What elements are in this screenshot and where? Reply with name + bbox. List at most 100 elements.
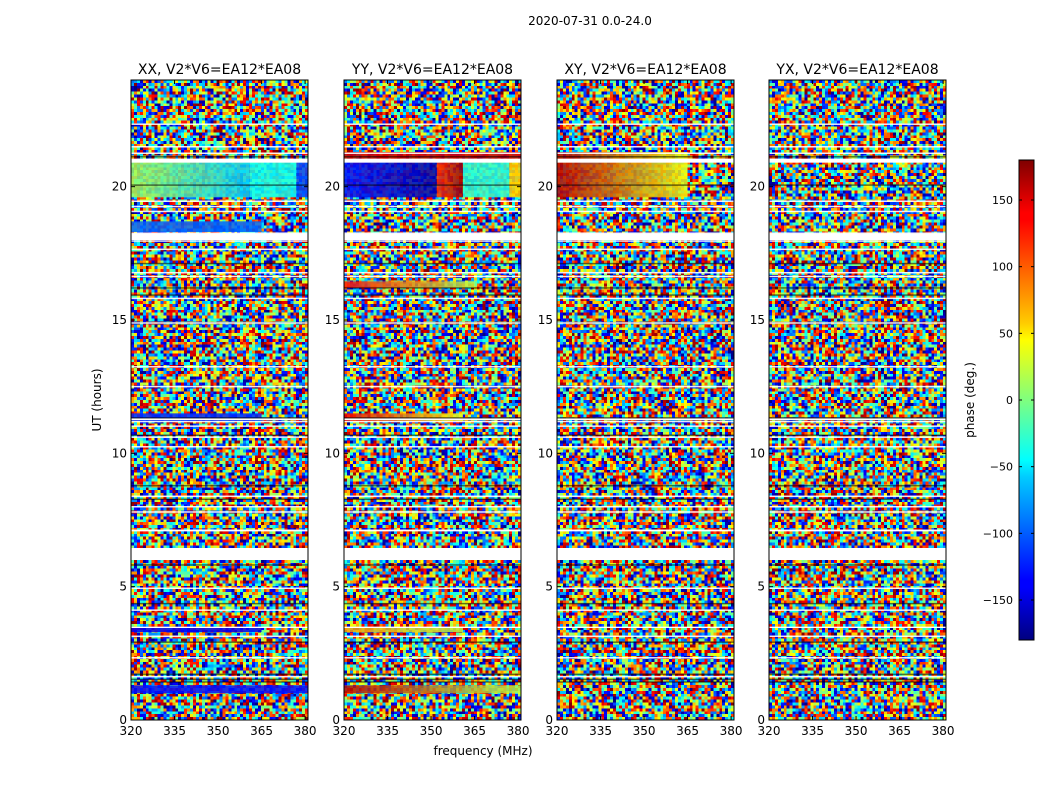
flagged-gap: [344, 418, 521, 420]
scan-boundary-line: [557, 248, 734, 251]
scan-boundary-line: [769, 587, 946, 590]
panel-title: XX, V2*V6=EA12*EA08: [138, 62, 301, 78]
scan-boundary-line: [557, 434, 734, 436]
scan-boundary-line: [557, 495, 734, 498]
flagged-gap: [344, 548, 521, 560]
scan-boundary-line: [344, 529, 521, 532]
scan-boundary-line: [769, 529, 946, 532]
x-tick-label: 335: [801, 724, 824, 738]
x-tick-label: 320: [333, 724, 356, 738]
flagged-gap: [344, 158, 521, 163]
flagged-gap: [131, 233, 308, 240]
scan-boundary-line: [557, 297, 734, 300]
y-tick-label: 0: [757, 713, 765, 727]
scan-boundary-line: [131, 446, 308, 448]
scan-boundary-line: [131, 609, 308, 611]
flagged-gap: [131, 626, 308, 628]
scan-boundary-line: [344, 635, 521, 638]
scan-boundary-line: [557, 436, 734, 438]
scan-boundary-line: [557, 275, 734, 278]
scan-boundary-line: [131, 322, 308, 324]
scan-boundary-line: [557, 123, 734, 125]
flagged-gap: [344, 233, 521, 240]
scan-boundary-line: [344, 609, 521, 611]
flagged-gap: [557, 548, 734, 560]
scan-boundary-line: [344, 495, 521, 498]
scan-boundary-line: [344, 587, 521, 590]
scan-boundary-line: [131, 385, 308, 388]
scan-boundary-line: [344, 434, 521, 436]
scan-boundary-line: [769, 146, 946, 148]
y-axis-label: UT (hours): [90, 368, 104, 431]
y-tick-label: 10: [750, 446, 765, 460]
scan-boundary-line: [131, 587, 308, 590]
coherent-phase-band: [344, 281, 475, 288]
scan-boundary-line: [344, 436, 521, 438]
y-tick-label: 0: [332, 713, 340, 727]
scan-boundary-line: [557, 529, 734, 532]
colorbar-tick-label: 100: [992, 261, 1013, 274]
scan-boundary-line: [557, 498, 734, 501]
y-tick-label: 5: [757, 580, 765, 594]
flagged-gap: [769, 626, 946, 628]
x-tick-label: 320: [120, 724, 143, 738]
scan-boundary-line: [769, 152, 946, 155]
scan-boundary-line: [769, 564, 946, 566]
panel-title: YY, V2*V6=EA12*EA08: [351, 62, 513, 78]
scan-boundary-line: [131, 681, 308, 683]
scan-boundary-line: [344, 446, 521, 448]
coherent-phase-band: [296, 160, 308, 198]
scan-boundary-line: [344, 417, 521, 419]
colorbar-label: phase (deg.): [963, 362, 977, 438]
scan-boundary-line: [131, 232, 308, 234]
y-tick-label: 15: [538, 313, 553, 327]
x-tick-label: 365: [888, 724, 911, 738]
scan-boundary-line: [769, 552, 946, 554]
x-tick-label: 380: [720, 724, 743, 738]
y-tick-label: 10: [112, 446, 127, 460]
x-tick-label: 350: [633, 724, 656, 738]
scan-boundary-line: [131, 271, 308, 274]
coherent-phase-band: [249, 160, 297, 198]
scan-boundary-line: [344, 511, 521, 513]
scan-boundary-line: [769, 434, 946, 436]
scan-boundary-line: [131, 297, 308, 300]
flagged-gap: [131, 418, 308, 420]
coherent-phase-band: [131, 160, 250, 198]
scan-boundary-line: [769, 505, 946, 508]
scan-boundary-line: [131, 657, 308, 659]
scan-boundary-line: [769, 641, 946, 643]
colorbar-tick-label: −150: [983, 594, 1013, 607]
colorbar-tick-label: 50: [999, 327, 1013, 340]
scan-boundary-line: [769, 602, 946, 605]
scan-boundary-line: [557, 271, 734, 274]
coherent-phase-band: [436, 160, 463, 198]
scan-boundary-line: [131, 511, 308, 513]
x-tick-label: 380: [294, 724, 317, 738]
colorbar-tick-label: −50: [990, 461, 1013, 474]
scan-boundary-line: [769, 123, 946, 125]
scan-boundary-line: [769, 200, 946, 202]
scan-boundary-line: [131, 434, 308, 436]
coherent-phase-band: [344, 160, 437, 198]
coherent-phase-band: [462, 160, 510, 198]
panel-xx: XX, V2*V6=EA12*EA08 320 335 350 365 380 0 5 10 15…: [112, 62, 317, 738]
flagged-gap: [131, 158, 308, 163]
x-tick-label: 350: [845, 724, 868, 738]
y-tick-label: 20: [538, 180, 553, 194]
scan-boundary-line: [131, 417, 308, 419]
scan-boundary-line: [557, 262, 734, 265]
scan-boundary-line: [557, 446, 734, 448]
scan-boundary-line: [557, 366, 734, 368]
scan-boundary-line: [344, 240, 521, 242]
scan-boundary-line: [557, 484, 734, 487]
scan-boundary-line: [344, 123, 521, 125]
axes-frame: [343, 79, 522, 721]
scan-boundary-line: [344, 287, 521, 289]
x-axis-label: frequency (MHz): [433, 744, 532, 758]
scan-boundary-line: [344, 210, 521, 213]
coherent-phase-band: [131, 685, 308, 694]
scan-boundary-line: [131, 205, 308, 208]
flagged-gap: [769, 418, 946, 420]
scan-boundary-line: [131, 287, 308, 289]
